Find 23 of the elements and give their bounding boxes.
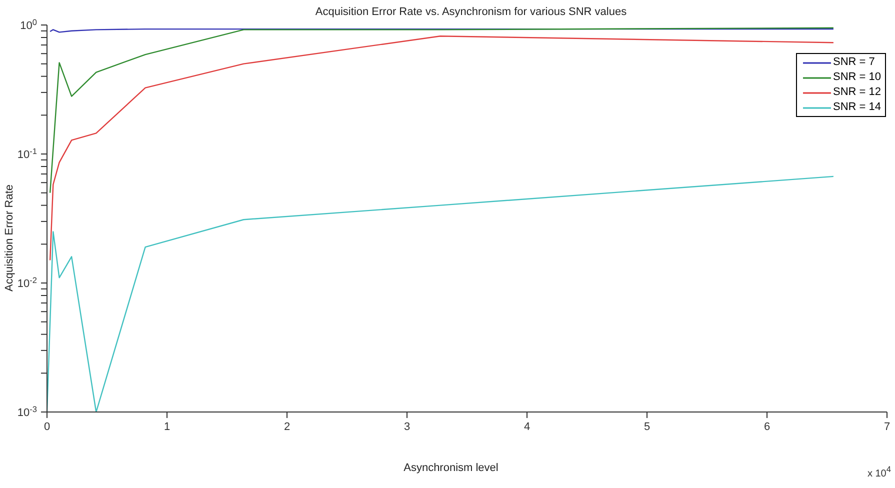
x-tick-label: 1 [164, 421, 170, 433]
y-tick-label: 10$^{0}$ [20, 18, 38, 32]
legend-label: SNR = 12 [833, 85, 881, 100]
y-axis-title: Acquisition Error Rate [3, 184, 15, 291]
x-tick-label: 2 [284, 421, 290, 433]
line-series [49, 36, 834, 261]
chart-title: Acquisition Error Rate vs. Asynchronism for various SNR values [314, 6, 628, 18]
x-tick-label: 4 [524, 421, 530, 433]
legend-label: SNR = 10 [833, 70, 881, 85]
x-tick-label: 7 [884, 421, 890, 433]
x-tick-label: 3 [404, 421, 410, 433]
x-tick-label: 6 [764, 421, 770, 433]
line-series [49, 27, 834, 194]
x-tick-label: 5 [644, 421, 650, 433]
y-tick-label: 10$^{-1}$ [17, 146, 38, 161]
legend-label: SNR = 14 [833, 100, 881, 115]
x-tick-label: 0 [44, 421, 50, 433]
legend-label: SNR = 7 [833, 55, 875, 70]
text: x 10$^{4}$ [867, 464, 891, 480]
x-axis-title: Asynchronism level [402, 462, 500, 474]
line-series [47, 176, 834, 412]
y-tick-label: 10$^{-2}$ [17, 276, 38, 290]
y-tick-label: 10$^{-3}$ [17, 404, 38, 419]
